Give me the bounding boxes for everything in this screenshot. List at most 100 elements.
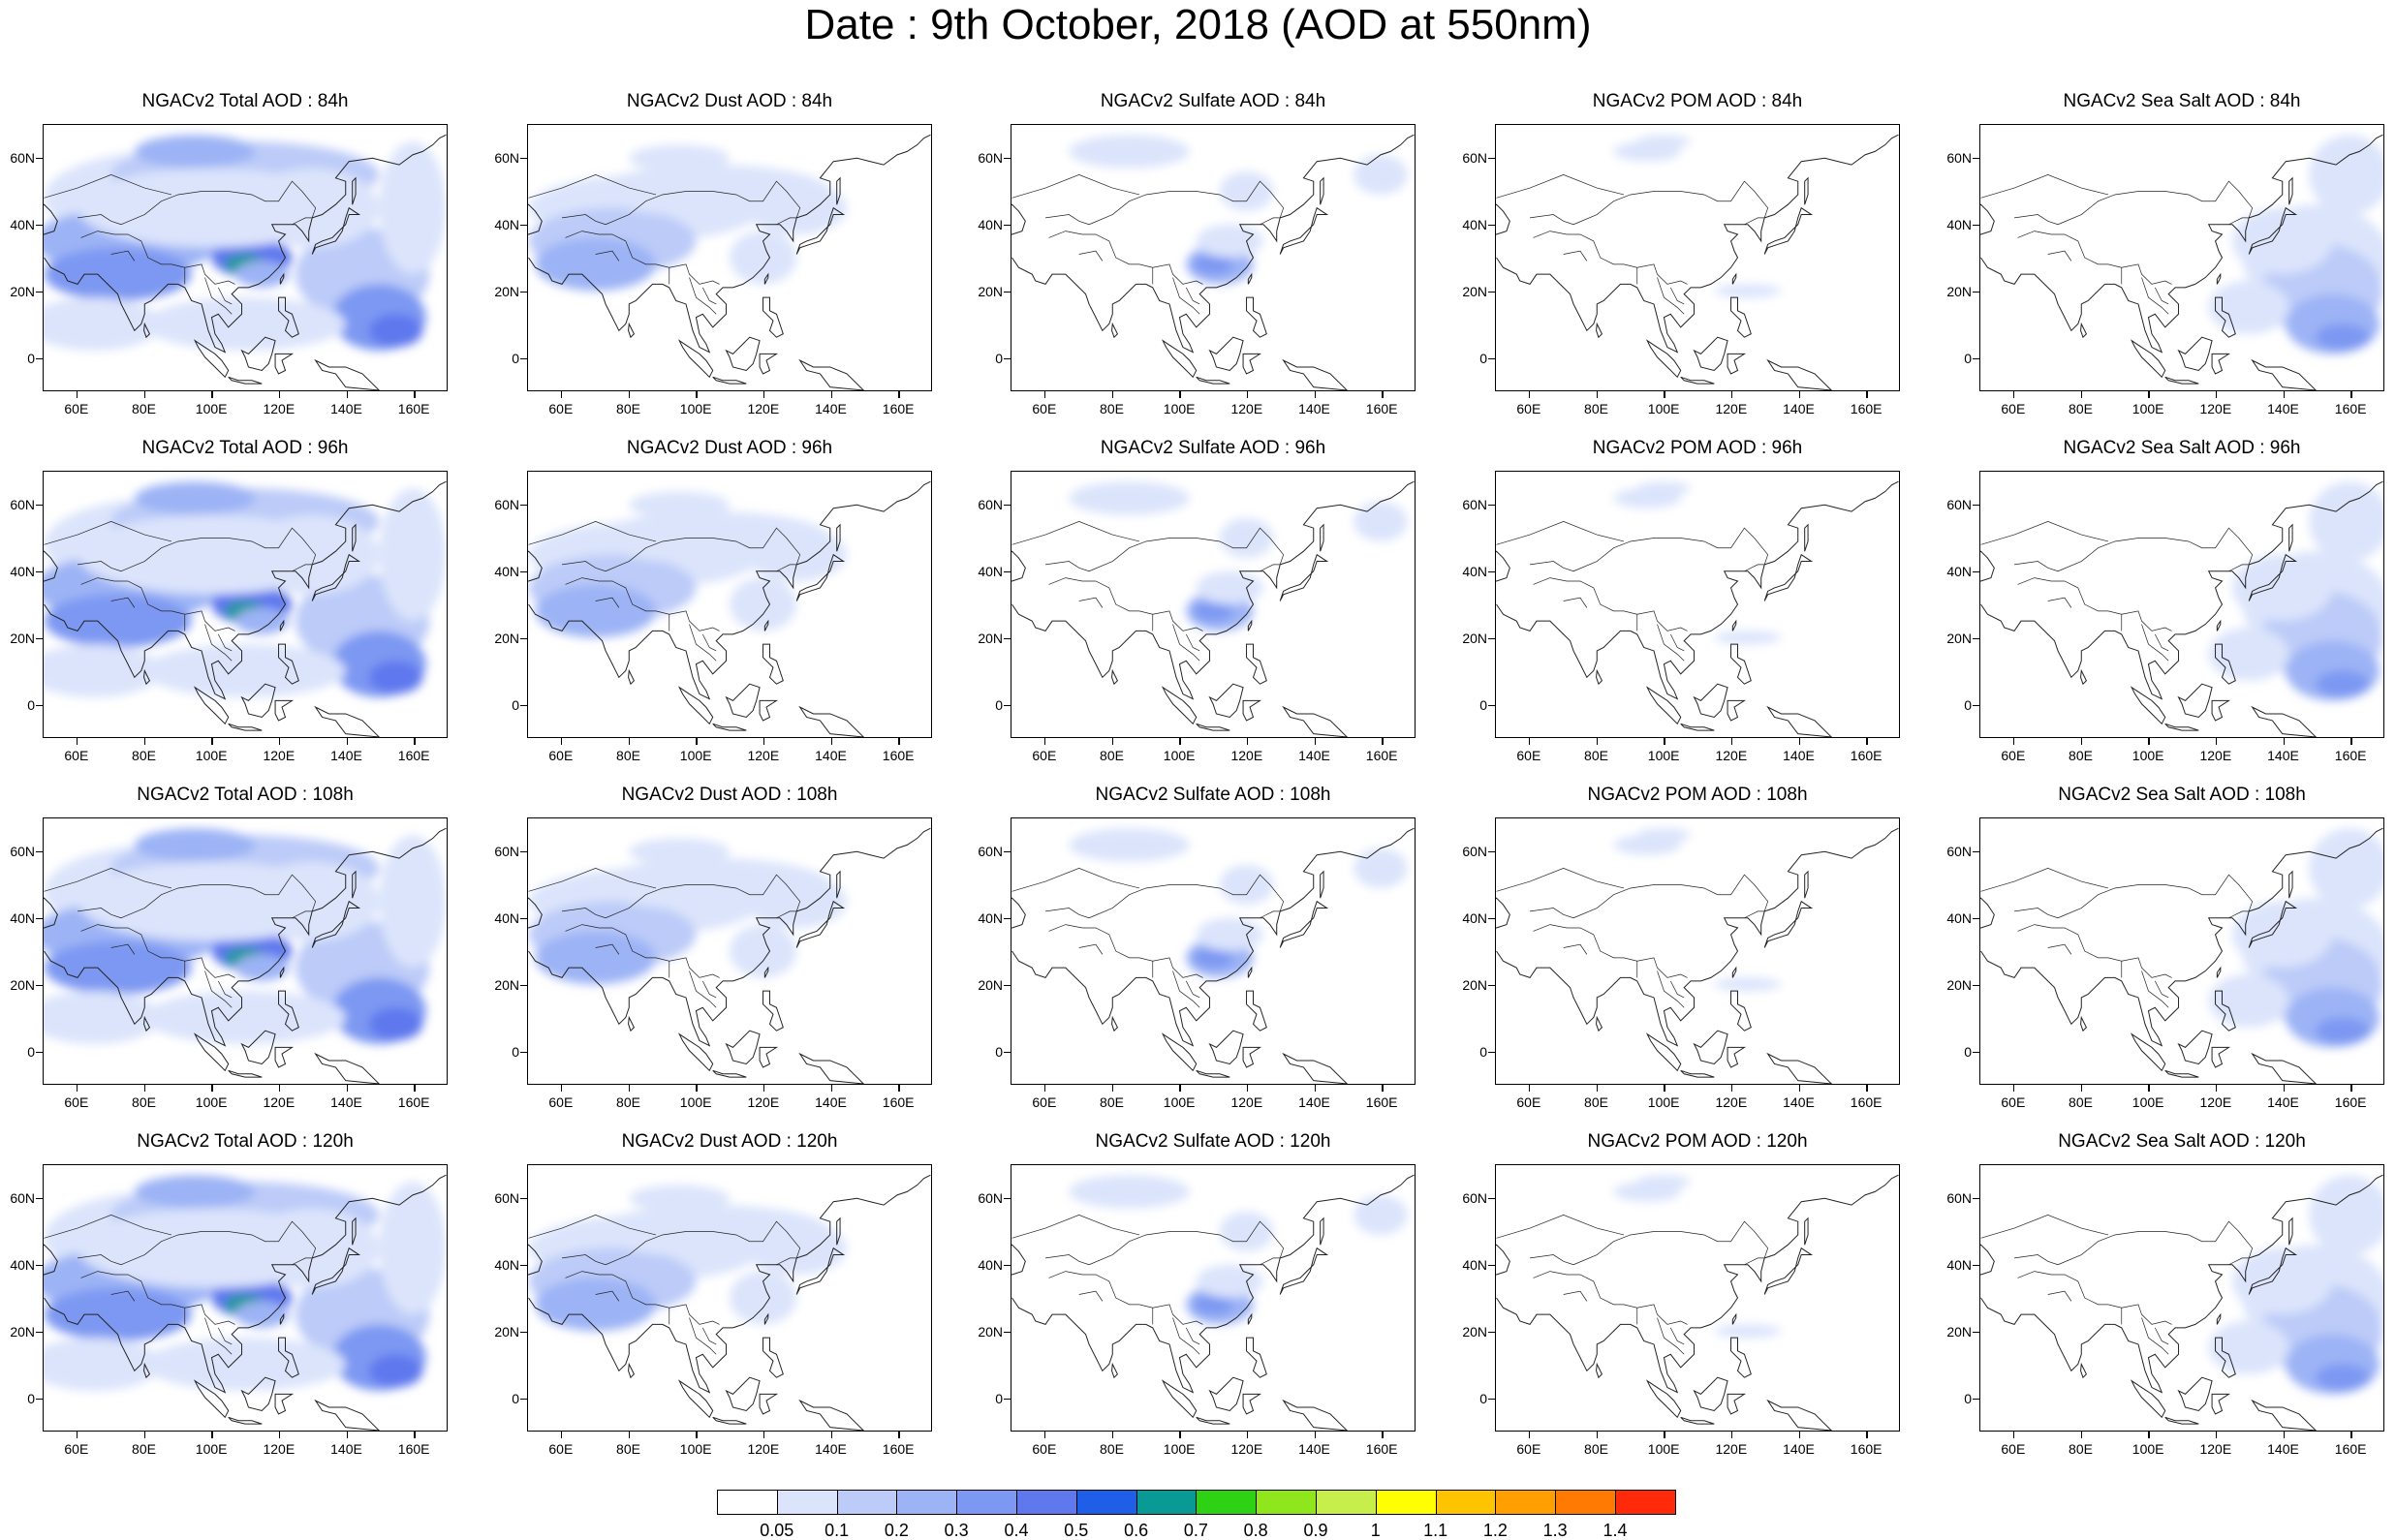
coastline: [1766, 705, 1832, 737]
x-tick-label: 80E: [2069, 1441, 2093, 1457]
map-panel: NGACv2 Dust AOD : 120h 60E 80E 100E 120E 140E…: [494, 1131, 932, 1461]
country-border: [2047, 943, 2072, 955]
country-border: [701, 1327, 717, 1345]
x-tick-mark: [1664, 1432, 1665, 1438]
country-border: [595, 943, 620, 955]
aod-region: [1714, 1324, 1782, 1339]
country-border: [204, 624, 233, 662]
y-tick-label: 40N: [1462, 563, 1487, 579]
x-tick-label: 120E: [263, 1441, 296, 1457]
aod-region: [1069, 135, 1190, 169]
aod-region: [629, 144, 730, 171]
country-border: [605, 527, 801, 572]
y-tick-label: 0: [1479, 350, 1487, 366]
map-frame: [43, 817, 448, 1085]
country-border: [44, 868, 172, 892]
map-frame: [1495, 124, 1900, 391]
colorbar-label: 1.3: [1542, 1521, 1568, 1540]
y-tick-mark: [1004, 570, 1011, 572]
coastline: [677, 339, 714, 379]
coastline: [1111, 1362, 1119, 1379]
country-border: [1563, 943, 1588, 955]
x-tick-mark: [76, 1085, 78, 1092]
coastline: [2211, 1393, 2231, 1415]
x-tick-label: 80E: [2069, 401, 2093, 416]
coastline: [2215, 643, 2236, 685]
country-border: [1980, 1215, 2109, 1239]
colorbar-box: [1495, 1490, 1557, 1515]
y-tick-label: 0: [995, 696, 1003, 713]
coastlines: [1496, 134, 1899, 390]
country-border: [1048, 1271, 1203, 1325]
y-tick-mark: [1004, 157, 1011, 159]
coastline: [628, 668, 636, 686]
y-tick-mark: [1488, 357, 1495, 359]
x-tick-mark: [1730, 391, 1733, 398]
aod-region: [44, 644, 162, 697]
x-tick-mark: [1179, 738, 1181, 745]
x-tick-label: 140E: [1298, 1094, 1330, 1110]
coastline: [798, 705, 864, 737]
country-border: [2014, 561, 2059, 572]
coastline: [2251, 1052, 2317, 1084]
coastline: [1208, 1376, 1244, 1411]
coastline: [1730, 296, 1752, 338]
country-border: [2228, 1257, 2250, 1266]
coastline: [528, 897, 543, 929]
coastline: [759, 353, 779, 375]
x-tick-label: 140E: [1298, 1441, 1330, 1457]
coastline: [1693, 336, 1728, 371]
aod-region: [44, 1338, 162, 1391]
country-border: [562, 908, 607, 919]
y-tick-label: 20N: [10, 630, 35, 646]
x-tick-label: 80E: [1584, 748, 1608, 763]
country-border: [78, 908, 122, 919]
x-tick-mark: [1664, 738, 1665, 745]
aod-region: [1219, 517, 1274, 559]
coastlines: [1011, 134, 1415, 390]
coastline: [763, 966, 769, 978]
y-tick-mark: [1488, 570, 1495, 572]
coastline: [279, 272, 285, 285]
country-border: [1078, 597, 1104, 608]
y-tick-mark: [36, 1197, 43, 1199]
y-tick-mark: [520, 291, 527, 293]
country-border: [2017, 1271, 2172, 1325]
x-tick-label: 80E: [132, 1094, 156, 1110]
country-border: [2057, 180, 2254, 226]
country-border: [120, 180, 317, 226]
colorbar-box: [1016, 1490, 1077, 1515]
colorbar-box: [1256, 1490, 1317, 1515]
coastline: [1766, 358, 1832, 390]
x-tick-mark: [830, 391, 832, 398]
x-tick-mark: [1528, 738, 1531, 745]
aod-region: [234, 954, 289, 981]
x-tick-label: 100E: [1163, 1094, 1196, 1110]
country-border: [2014, 1254, 2059, 1266]
y-tick-mark: [1973, 1331, 1979, 1333]
country-border: [292, 217, 313, 226]
x-tick-label: 140E: [1783, 1094, 1815, 1110]
coastline: [2248, 1247, 2298, 1295]
x-tick-label: 140E: [330, 401, 362, 416]
coastline: [2248, 553, 2298, 601]
x-tick-mark: [1382, 391, 1384, 398]
country-border: [1563, 597, 1588, 608]
aod-region: [144, 991, 346, 1044]
coastline: [2080, 1362, 2088, 1379]
y-tick-label: 40N: [1946, 909, 1972, 926]
coastline: [798, 1399, 864, 1431]
coastline: [1208, 336, 1244, 371]
x-tick-mark: [211, 391, 213, 398]
coastline: [2288, 523, 2293, 552]
colorbar-label: 0.3: [944, 1521, 969, 1540]
coastline: [2130, 1032, 2166, 1072]
x-tick-mark: [76, 738, 78, 745]
panel-title: NGACv2 POM AOD : 120h: [1587, 1131, 1808, 1152]
coastline: [1763, 206, 1814, 255]
aod-region: [1193, 601, 1233, 622]
x-tick-mark: [560, 738, 563, 745]
country-border: [2017, 924, 2172, 978]
y-tick-mark: [1004, 1051, 1011, 1053]
y-tick-label: 0: [1964, 696, 1972, 713]
